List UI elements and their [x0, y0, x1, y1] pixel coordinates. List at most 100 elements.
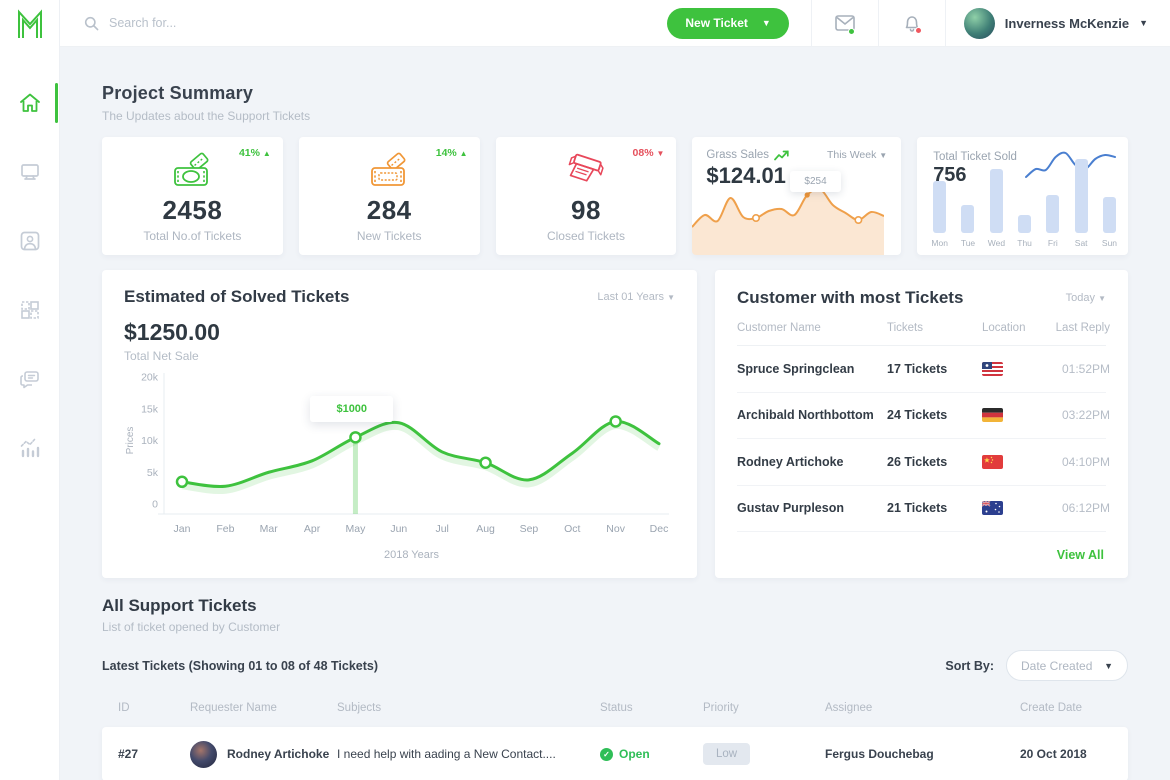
column-customer-name: Customer Name — [737, 322, 821, 334]
solved-period-dropdown[interactable]: Last 01 Years ▼ — [597, 291, 675, 303]
notifications-button[interactable] — [879, 14, 945, 34]
ticket-device-icon — [20, 164, 39, 180]
support-section-header: All Support Tickets List of ticket opene… — [102, 596, 1128, 634]
grass-period-dropdown[interactable]: This Week ▼ — [826, 149, 888, 161]
user-menu[interactable]: Inverness McKenzie ▼ — [946, 7, 1170, 39]
new-ticket-button[interactable]: New Ticket ▼ — [667, 7, 789, 39]
flag-de-icon — [982, 408, 1003, 423]
sidebar-item-messages[interactable] — [0, 361, 60, 397]
svg-text:Sep: Sep — [520, 523, 539, 535]
column-requester-name: Requester Name — [190, 702, 277, 714]
solved-line-chart: 20k 15k 10k 5k 0 Prices Jan Feb Mar Apr May Jun Jul A… — [125, 372, 669, 535]
new-ticket-label: New Ticket — [685, 16, 748, 30]
bell-icon — [905, 15, 919, 32]
search-icon — [84, 16, 99, 30]
sidebar-item-modules[interactable] — [0, 292, 60, 328]
chevron-down-icon: ▼ — [761, 18, 771, 28]
day-bar — [1102, 197, 1116, 233]
search-bar — [60, 16, 667, 31]
support-subtitle: List of ticket opened by Customer — [102, 620, 281, 634]
customer-tickets: 17 Tickets — [887, 361, 948, 376]
column-status: Status — [600, 702, 633, 714]
status-open-icon: ✓ — [600, 747, 613, 761]
customer-row[interactable]: Archibald Northbottom 24 Tickets 03:22PM — [737, 393, 1110, 439]
search-input[interactable] — [109, 16, 409, 30]
home-icon — [19, 93, 40, 112]
stat-label: Closed Tickets — [546, 229, 625, 243]
mail-button[interactable] — [812, 15, 878, 35]
svg-text:Apr: Apr — [304, 523, 321, 535]
svg-text:Jan: Jan — [174, 523, 191, 535]
page-title: Project Summary — [102, 83, 254, 103]
customer-last-reply: 06:12PM — [1061, 501, 1110, 516]
flag-au-icon — [982, 501, 1003, 516]
day-label: Sun — [1101, 238, 1118, 248]
view-all-link[interactable]: View All — [1056, 548, 1104, 562]
chevron-down-icon: ▼ — [879, 151, 888, 160]
solved-tickets-card: Estimated of Solved Tickets Last 01 Year… — [102, 270, 697, 578]
customers-period-dropdown[interactable]: Today ▼ — [1065, 292, 1106, 304]
mail-icon — [834, 15, 855, 31]
customer-last-reply: 04:10PM — [1061, 454, 1110, 469]
day-label: Wed — [987, 238, 1006, 248]
customers-title: Customer with most Tickets — [737, 288, 964, 307]
day-label: Tue — [960, 238, 976, 248]
day-bar — [1046, 195, 1060, 233]
stat-value: 284 — [366, 195, 412, 225]
customers-table-header: Customer Name Tickets Location Last Repl… — [737, 322, 1110, 346]
sidebar-item-analytics[interactable] — [0, 430, 60, 466]
modules-grid-icon — [20, 301, 39, 319]
customer-tickets: 24 Tickets — [887, 408, 948, 423]
bell-notification-dot — [914, 26, 922, 34]
ticket-assignee: Fergus Douchebag — [825, 747, 934, 761]
column-location: Location — [982, 322, 1026, 334]
customer-tickets: 26 Tickets — [887, 454, 948, 469]
page-header: Project Summary The Updates about the Su… — [102, 83, 1128, 123]
top-header: New Ticket ▼ Inverness McKenzie ▼ — [60, 0, 1170, 47]
mail-notification-dot — [847, 28, 855, 35]
sort-by-dropdown[interactable]: Date Created ▼ — [1006, 650, 1128, 681]
ticket-sold-value: 756 — [933, 164, 967, 186]
day-bar — [1018, 215, 1032, 233]
day-bar — [961, 205, 975, 233]
user-name: Inverness McKenzie — [1004, 15, 1130, 31]
app-logo[interactable] — [0, 0, 59, 47]
printer-icon-red — [496, 151, 677, 193]
customer-row[interactable]: Spruce Springclean 17 Tickets 01:52PM — [737, 346, 1110, 393]
ticket-sold-sparkline — [1024, 151, 1116, 178]
svg-text:Mar: Mar — [260, 523, 279, 535]
sort-by-label: Sort By: — [945, 658, 994, 673]
stat-card-total-tickets: 41% ▲ 2458 Total No.of Tickets — [102, 137, 283, 255]
stat-card-new-tickets: 14% ▲ 284 New Tickets — [298, 137, 480, 255]
svg-text:Nov: Nov — [606, 523, 625, 535]
stat-cards-row: 41% ▲ 2458 Total No.of Tickets 14% ▲ — [102, 137, 1128, 255]
ticket-sold-card: Total Ticket Sold 756 Mon Tue Wed Thu Fri Sat… — [917, 137, 1128, 255]
header-divider — [877, 0, 879, 47]
ticket-row[interactable]: #27 Rodney Artichoke I need help with aa… — [102, 727, 1128, 780]
sidebar-item-home[interactable] — [0, 83, 60, 123]
day-bar — [933, 181, 947, 233]
sidebar-item-tickets[interactable] — [0, 154, 60, 190]
customer-row[interactable]: Gustav Purpleson 21 Tickets 06:12PM — [737, 486, 1110, 532]
user-avatar — [963, 7, 995, 39]
sort-by-control: Sort By: Date Created ▼ — [945, 650, 1128, 681]
customers-card: Customer with most Tickets Today ▼ Custo… — [715, 270, 1128, 578]
customer-row[interactable]: Rodney Artichoke 26 Tickets 04:10PM — [737, 439, 1110, 486]
x-axis-label: 2018 Years — [383, 549, 440, 561]
customer-name: Spruce Springclean — [737, 361, 855, 376]
column-priority: Priority — [703, 702, 739, 714]
svg-text:0: 0 — [152, 499, 158, 511]
grass-tooltip: $254 — [790, 171, 841, 192]
sidebar-item-customers[interactable] — [0, 223, 60, 259]
sort-by-value: Date Created — [1021, 658, 1093, 673]
support-title: All Support Tickets — [102, 596, 257, 615]
net-sale-label: Total Net Sale — [124, 349, 199, 363]
ticket-id: #27 — [118, 747, 139, 761]
user-icon — [20, 231, 39, 251]
trend-arrow-icon — [774, 150, 789, 160]
column-last-reply: Last Reply — [1055, 322, 1110, 334]
column-tickets: Tickets — [887, 322, 923, 334]
column-create-date: Create Date — [1020, 702, 1083, 714]
ticket-icon-orange — [299, 151, 480, 193]
